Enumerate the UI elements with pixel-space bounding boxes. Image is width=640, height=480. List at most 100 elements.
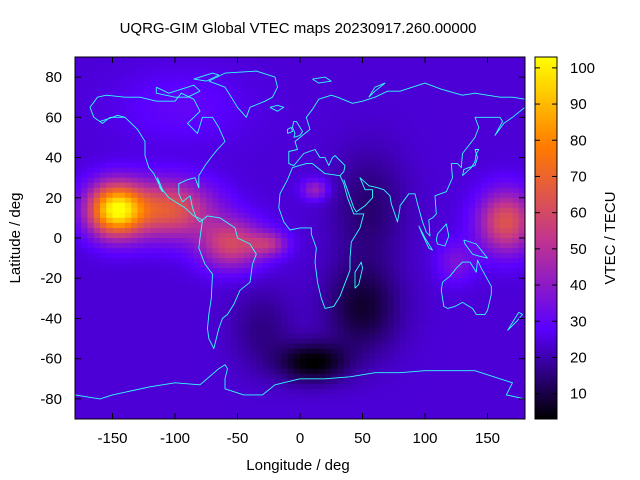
heat-cell xyxy=(387,132,395,139)
heat-cell xyxy=(443,283,451,289)
heat-cell xyxy=(175,177,182,184)
heat-cell xyxy=(131,232,139,239)
heat-cell xyxy=(187,333,195,340)
heat-cell xyxy=(75,62,82,68)
heat-cell xyxy=(518,288,525,294)
heat-cell xyxy=(425,293,432,299)
heat-cell xyxy=(100,378,107,385)
heat-cell xyxy=(87,368,95,375)
heat-cell xyxy=(125,77,132,83)
heat-cell xyxy=(431,328,439,335)
heat-cell xyxy=(462,127,470,134)
heat-cell xyxy=(512,72,520,78)
heat-cell xyxy=(512,258,520,264)
heat-cell xyxy=(393,253,401,259)
heat-cell xyxy=(118,182,126,189)
heat-cell xyxy=(375,177,382,184)
heat-cell xyxy=(468,87,476,93)
heat-cell xyxy=(350,197,357,204)
heat-cell xyxy=(300,298,307,304)
heat-cell xyxy=(218,177,226,184)
heat-cell xyxy=(187,293,195,299)
heat-cell xyxy=(156,197,164,204)
heat-cell xyxy=(325,338,332,345)
heat-cell xyxy=(318,187,326,194)
heat-cell xyxy=(506,318,514,325)
heat-cell xyxy=(125,313,132,320)
heat-cell xyxy=(81,353,89,360)
heat-cell xyxy=(206,363,214,370)
heat-cell xyxy=(381,67,389,73)
heat-cell xyxy=(312,333,320,340)
heat-cell xyxy=(300,212,307,219)
heat-cell xyxy=(425,82,432,88)
heat-cell xyxy=(118,398,126,405)
heat-cell xyxy=(256,142,264,149)
heat-cell xyxy=(293,112,301,118)
heat-cell xyxy=(356,258,364,264)
heat-cell xyxy=(500,102,507,108)
heat-cell xyxy=(293,72,301,78)
heat-cell xyxy=(443,107,451,113)
heat-cell xyxy=(481,378,489,385)
heat-cell xyxy=(131,127,139,134)
heat-cell xyxy=(112,222,120,229)
heat-cell xyxy=(156,132,164,139)
heat-cell xyxy=(456,207,464,214)
heat-cell xyxy=(81,207,89,214)
heat-cell xyxy=(225,107,232,113)
heat-cell xyxy=(250,72,257,78)
heat-cell xyxy=(231,238,239,244)
heat-cell xyxy=(381,318,389,325)
heat-cell xyxy=(468,192,476,199)
heat-cell xyxy=(418,328,426,335)
heat-cell xyxy=(287,102,295,108)
heat-cell xyxy=(381,222,389,229)
heat-cell xyxy=(318,333,326,340)
heat-cell xyxy=(293,288,301,294)
heat-cell xyxy=(231,248,239,254)
heat-cell xyxy=(206,117,214,123)
heat-cell xyxy=(443,62,451,68)
heat-cell xyxy=(331,273,339,279)
heat-cell xyxy=(387,398,395,405)
heat-cell xyxy=(368,222,376,229)
heat-cell xyxy=(237,212,245,219)
heat-cell xyxy=(93,207,101,214)
heat-cell xyxy=(400,202,407,209)
heat-cell xyxy=(100,403,107,410)
heat-cell xyxy=(325,217,332,224)
heat-cell xyxy=(318,137,326,144)
heat-cell xyxy=(425,358,432,365)
heat-cell xyxy=(506,338,514,345)
heat-cell xyxy=(431,87,439,93)
heat-cell xyxy=(487,258,495,264)
heat-cell xyxy=(300,217,307,224)
heat-cell xyxy=(75,313,82,320)
heat-cell xyxy=(331,243,339,249)
heat-cell xyxy=(275,192,282,199)
heat-cell xyxy=(493,353,501,360)
heat-cell xyxy=(162,212,170,219)
heat-cell xyxy=(456,338,464,345)
heat-cell xyxy=(87,157,95,164)
heat-cell xyxy=(325,187,332,194)
heat-cell xyxy=(218,77,226,83)
heat-cell xyxy=(518,253,525,259)
heat-cell xyxy=(368,182,376,189)
heat-cell xyxy=(231,263,239,269)
heat-cell xyxy=(506,212,514,219)
heat-cell xyxy=(343,238,351,244)
heat-cell xyxy=(318,92,326,98)
heat-cell xyxy=(456,288,464,294)
heat-cell xyxy=(393,222,401,229)
heat-cell xyxy=(287,97,295,103)
heat-cell xyxy=(412,117,420,123)
heat-cell xyxy=(137,333,145,340)
heat-cell xyxy=(400,97,407,103)
heat-cell xyxy=(225,403,232,410)
heat-cell xyxy=(493,97,501,103)
heat-cell xyxy=(293,338,301,345)
heat-cell xyxy=(356,97,364,103)
heat-cell xyxy=(243,258,251,264)
